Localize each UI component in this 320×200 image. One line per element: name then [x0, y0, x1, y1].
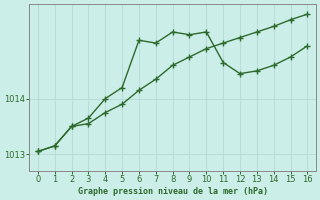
X-axis label: Graphe pression niveau de la mer (hPa): Graphe pression niveau de la mer (hPa) — [78, 187, 268, 196]
